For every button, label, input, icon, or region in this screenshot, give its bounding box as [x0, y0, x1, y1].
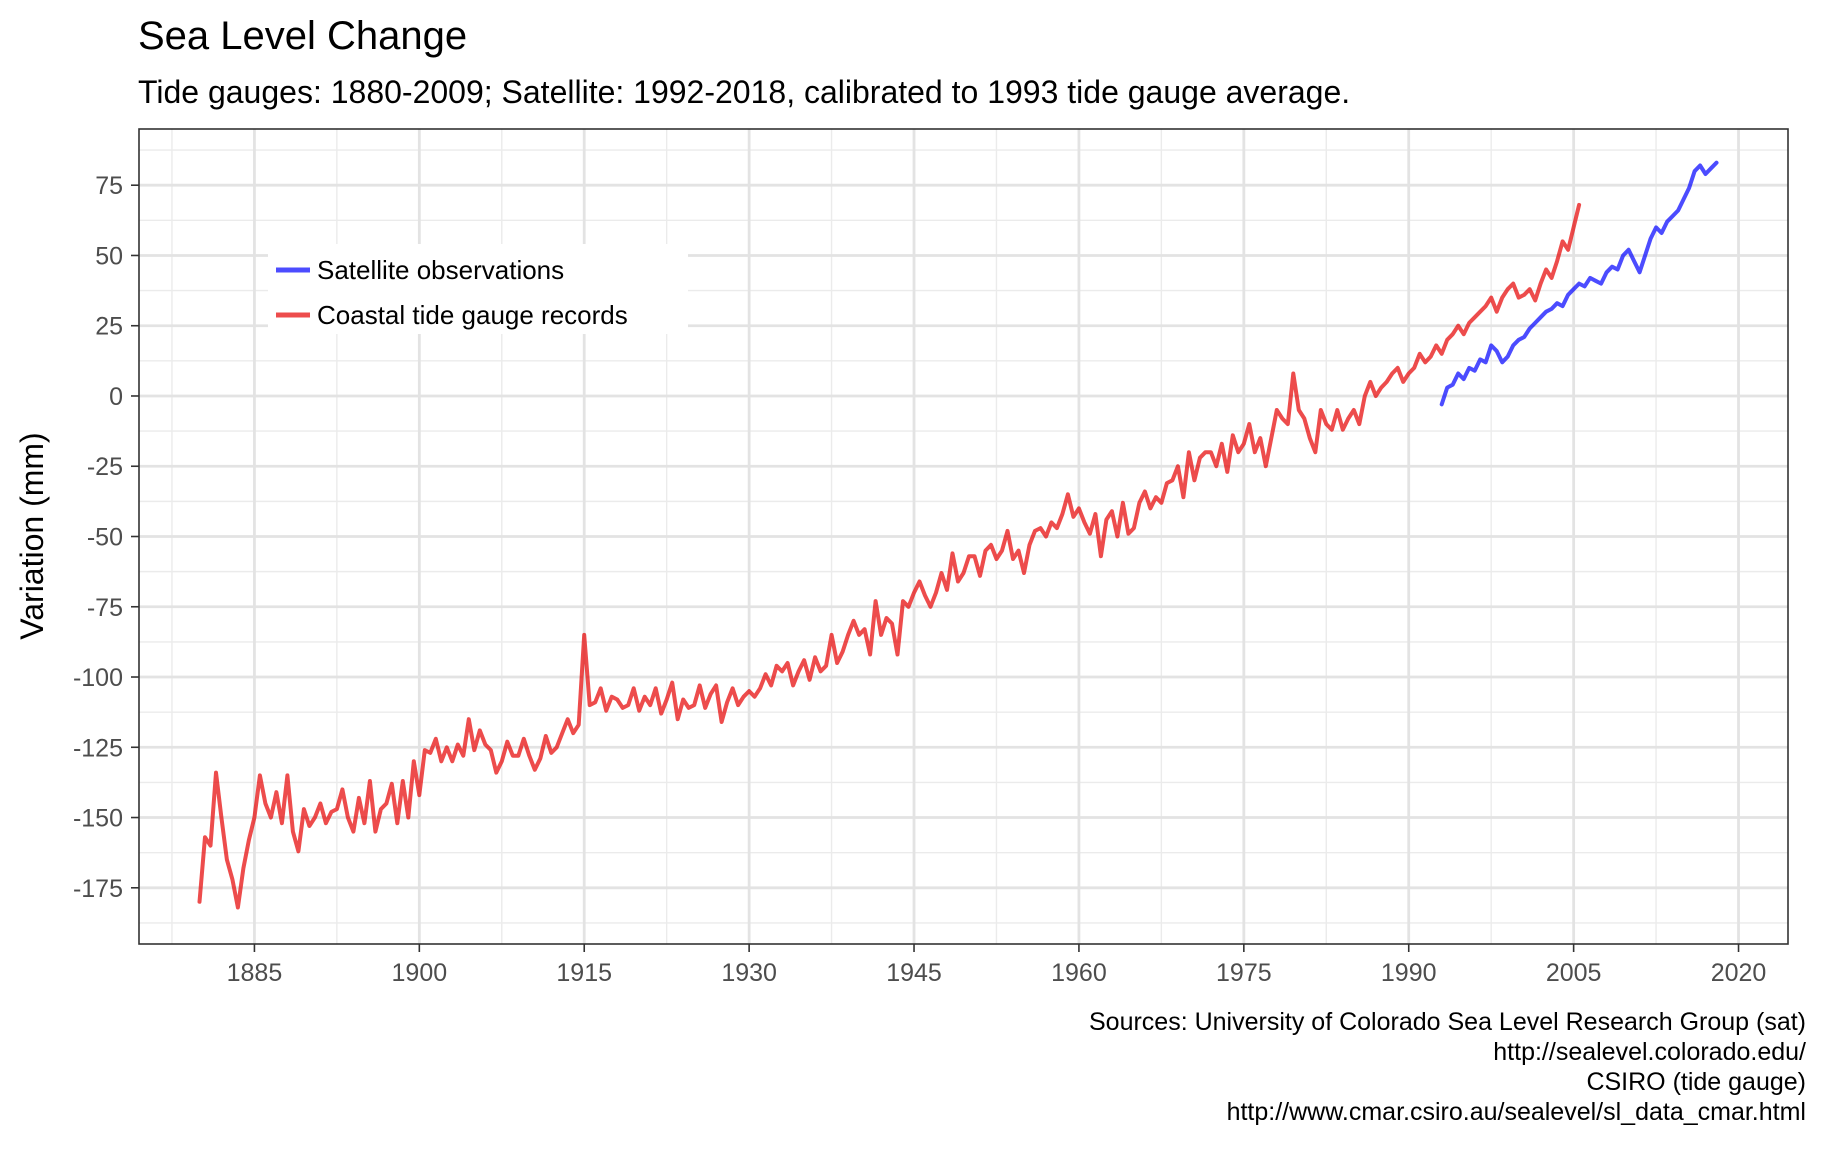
x-tick-label: 1990 — [1381, 959, 1437, 987]
y-tick-label: -100 — [73, 664, 123, 692]
y-tick-label: -25 — [87, 453, 123, 481]
y-tick-label: -50 — [87, 524, 123, 552]
caption-line: CSIRO (tide gauge) — [1586, 1068, 1806, 1096]
x-tick-label: 1915 — [556, 959, 612, 987]
x-tick-label: 1975 — [1216, 959, 1272, 987]
y-tick-label: -125 — [73, 734, 123, 762]
y-tick-label: -150 — [73, 805, 123, 833]
coastal-tide-gauge-records-line — [197, 202, 1582, 910]
y-tick-label: 0 — [109, 383, 123, 411]
x-tick-label: 2020 — [1711, 959, 1767, 987]
x-tick-label: 1930 — [721, 959, 777, 987]
x-tick-label: 1900 — [392, 959, 448, 987]
series-lines — [197, 160, 1719, 910]
caption-line: http://www.cmar.csiro.au/sealevel/sl_dat… — [1227, 1098, 1806, 1126]
x-axis: 1885 1900 1915 1930 1945 1960 1975 1990 2005 2020 — [227, 944, 1767, 987]
satellite-observations-line — [1439, 160, 1719, 407]
y-tick-label: -75 — [87, 594, 123, 622]
y-tick-label: 25 — [95, 313, 123, 341]
y-axis: 75 50 25 0 -25 -50 -75 -100 -125 -150 -175 — [73, 172, 139, 903]
x-tick-label: 1960 — [1051, 959, 1107, 987]
y-tick-label: -175 — [73, 875, 123, 903]
chart-subtitle: Tide gauges: 1880-2009; Satellite: 1992-… — [138, 74, 1350, 110]
caption: Sources: University of Colorado Sea Leve… — [1089, 1008, 1806, 1126]
x-tick-label: 1885 — [227, 959, 283, 987]
x-tick-label: 2005 — [1546, 959, 1602, 987]
y-tick-label: 50 — [95, 242, 123, 270]
caption-line: http://sealevel.colorado.edu/ — [1493, 1038, 1806, 1066]
y-tick-label: 75 — [95, 172, 123, 200]
legend-background — [268, 244, 688, 334]
legend-label: Satellite observations — [317, 255, 564, 285]
legend: Satellite observations Coastal tide gauge… — [268, 244, 688, 334]
x-tick-label: 1945 — [886, 959, 942, 987]
caption-line: Sources: University of Colorado Sea Leve… — [1089, 1008, 1806, 1036]
y-axis-title: Variation (mm) — [14, 432, 50, 639]
legend-label: Coastal tide gauge records — [317, 300, 628, 330]
chart-title: Sea Level Change — [138, 14, 467, 58]
